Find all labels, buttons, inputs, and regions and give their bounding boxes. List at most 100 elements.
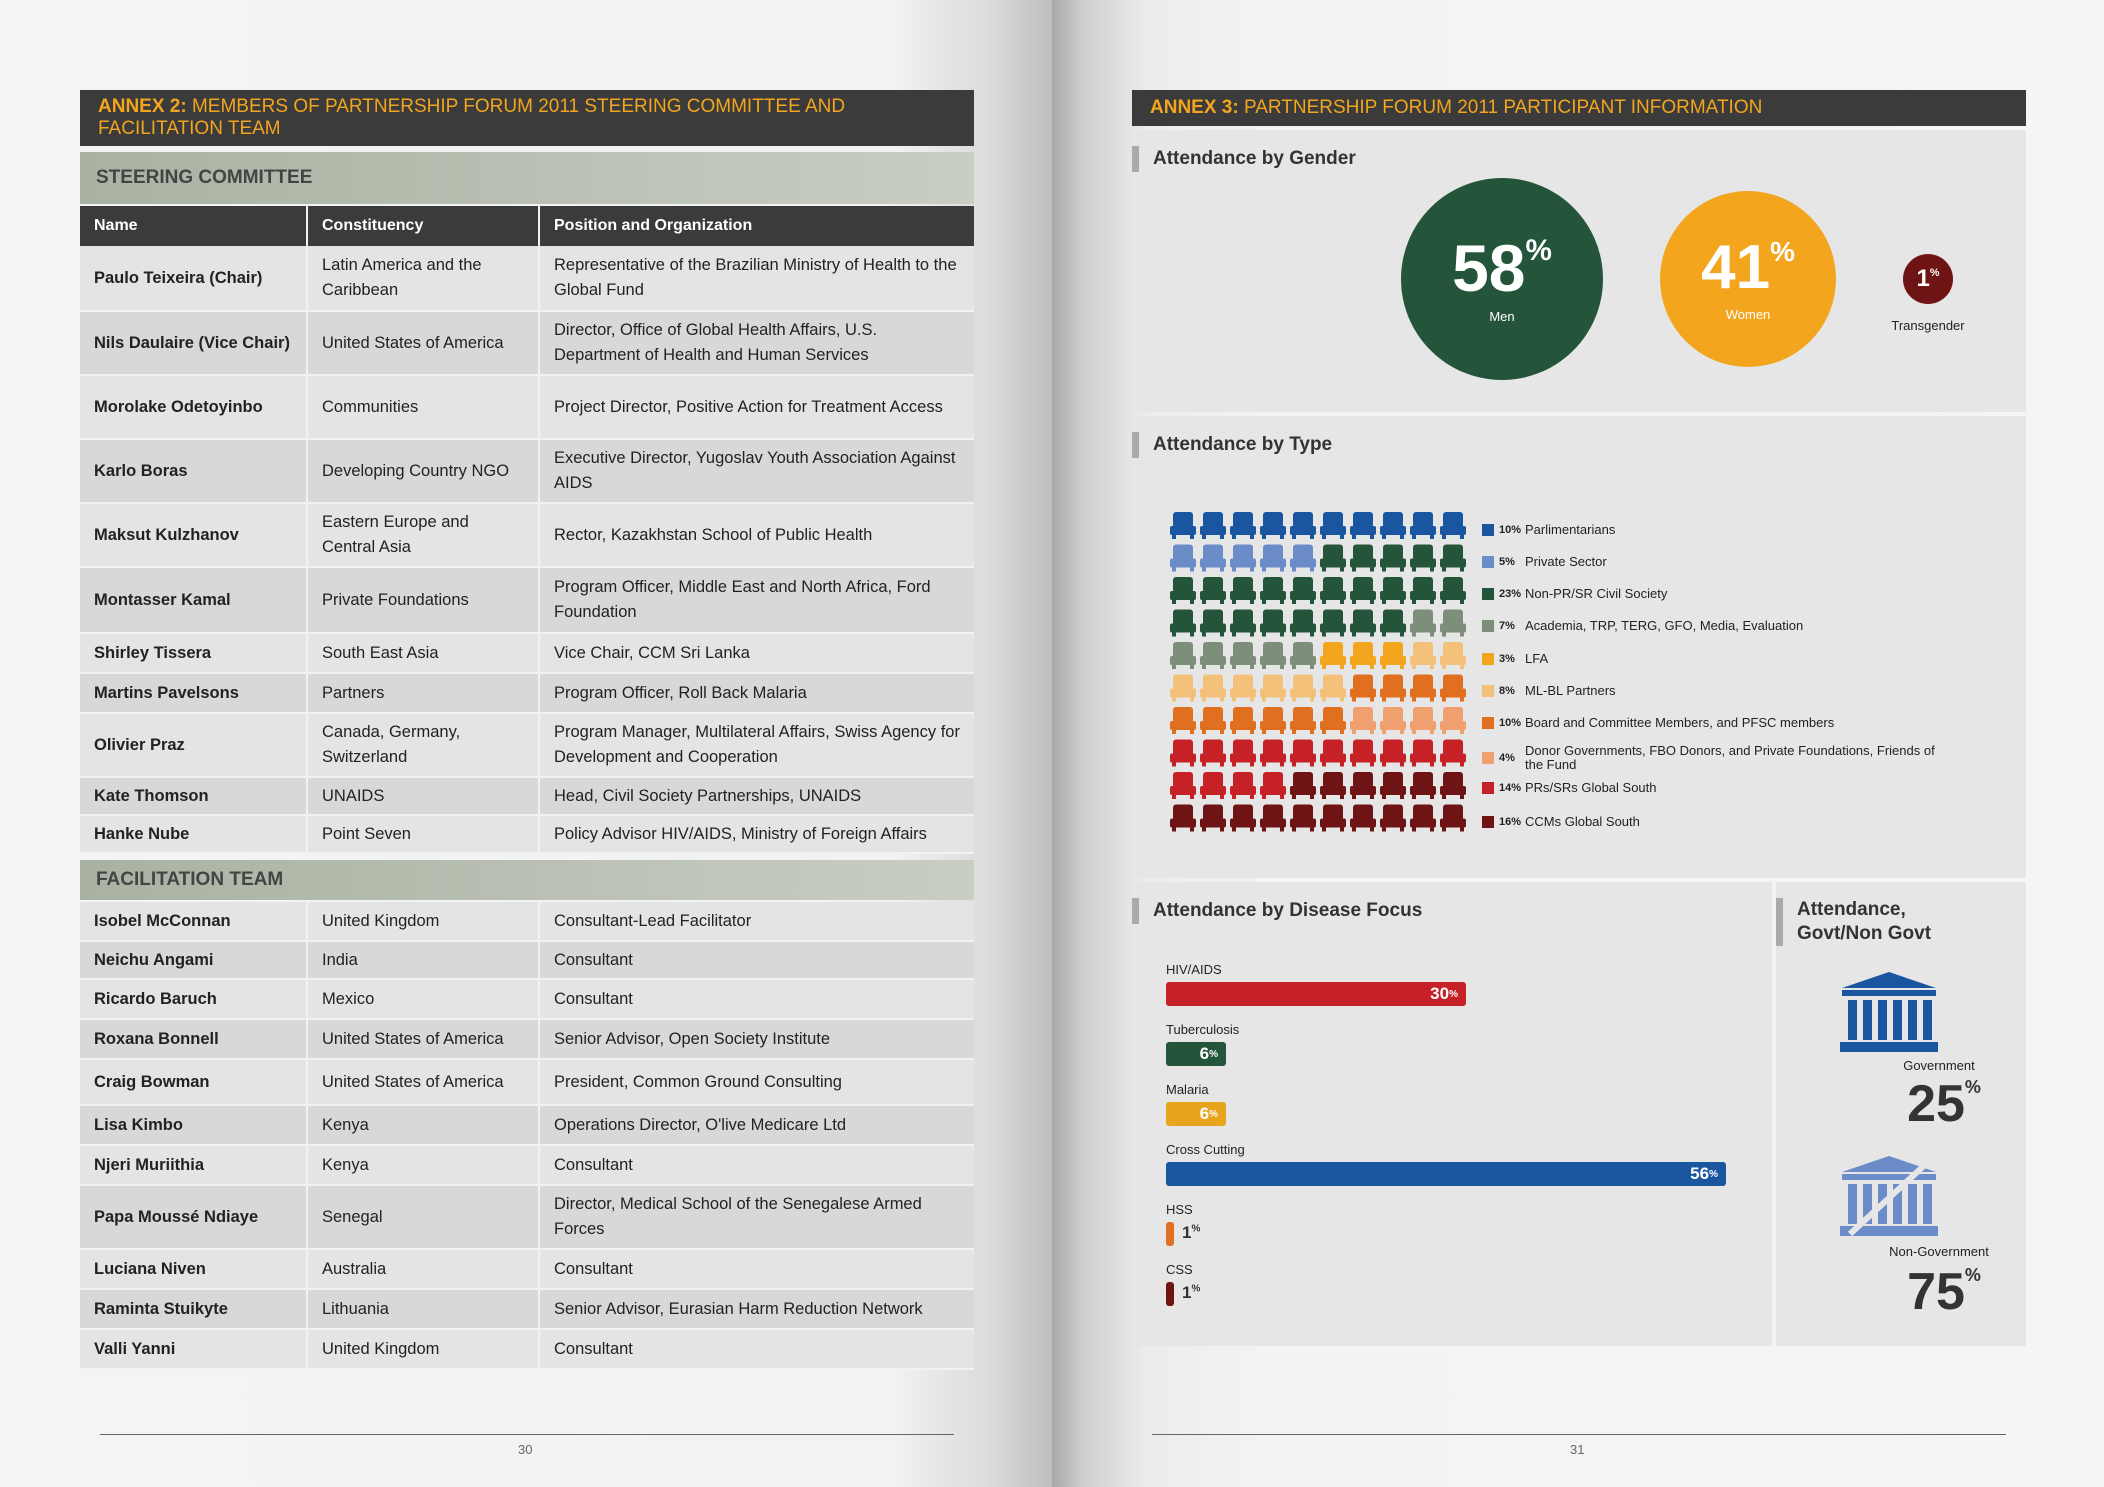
chair-mark [1200, 544, 1226, 572]
chair-mark [1200, 707, 1226, 734]
legend-item: 8% ML-BL Partners [1482, 684, 1952, 698]
chair-mark [1200, 674, 1226, 702]
member-name: Lisa Kimbo [80, 1106, 308, 1144]
chair-mark [1320, 707, 1346, 734]
table-row: Karlo Boras Developing Country NGO Executi… [80, 440, 974, 504]
member-position: President, Common Ground Consulting [540, 1060, 974, 1104]
chair-mark [1170, 739, 1196, 767]
disease-label: Cross Cutting [1166, 1142, 1245, 1157]
table-row: Raminta Stuikyte Lithuania Senior Advisor,… [80, 1290, 974, 1330]
table-row: Kate Thomson UNAIDS Head, Civil Society Pa… [80, 778, 974, 816]
chair-mark [1410, 609, 1436, 637]
chair-mark [1200, 512, 1226, 539]
legend-swatch [1482, 588, 1494, 600]
government-unit: % [1964, 1077, 1981, 1097]
disease-value: 6 [1199, 1104, 1210, 1123]
member-name: Luciana Niven [80, 1250, 308, 1288]
member-name: Roxana Bonnell [80, 1020, 308, 1058]
chair-mark [1290, 577, 1316, 604]
table-row: Isobel McConnan United Kingdom Consultant-… [80, 902, 974, 942]
chair-mark [1320, 642, 1346, 669]
member-name: Martins Pavelsons [80, 674, 308, 712]
chair-mark [1410, 804, 1436, 832]
member-position: Head, Civil Society Partnerships, UNAIDS [540, 778, 974, 814]
legend-percent: 5% [1499, 556, 1515, 568]
member-name: Karlo Boras [80, 440, 308, 502]
chair-mark [1440, 577, 1466, 604]
member-position: Policy Advisor HIV/AIDS, Ministry of For… [540, 816, 974, 852]
facilitation-team-bar: FACILITATION TEAM [80, 860, 974, 900]
chair-mark [1320, 512, 1346, 539]
annex3-title: PARTNERSHIP FORUM 2011 PARTICIPANT INFOR… [1243, 97, 1763, 118]
legend-swatch [1482, 717, 1494, 729]
women-label: Women [1725, 306, 1771, 322]
member-constituency: Canada, Germany, Switzerland [308, 714, 540, 776]
chair-mark [1440, 804, 1466, 832]
facilitation-table: Isobel McConnan United Kingdom Consultant-… [80, 902, 974, 1370]
men-value: 58 [1452, 230, 1526, 305]
non-government-building-icon [1840, 1156, 1938, 1237]
member-name: Isobel McConnan [80, 902, 308, 940]
chair-mark [1320, 772, 1346, 799]
table-row: Paulo Teixeira (Chair) Latin America and … [80, 246, 974, 312]
legend-item: 16% CCMs Global South [1482, 815, 1952, 829]
chair-mark [1170, 544, 1196, 572]
member-position: Representative of the Brazilian Ministry… [540, 246, 974, 310]
chair-mark [1230, 512, 1256, 539]
steering-committee-title: STEERING COMMITTEE [96, 167, 313, 188]
disease-label: HSS [1166, 1202, 1193, 1217]
disease-value-outside: 1% [1182, 1223, 1200, 1243]
member-constituency: United Kingdom [308, 1330, 540, 1368]
chair-mark [1380, 577, 1406, 604]
disease-bar: 6% [1166, 1102, 1226, 1126]
table-row: Neichu Angami India Consultant [80, 942, 974, 980]
chair-mark [1380, 544, 1406, 572]
disease-label: Tuberculosis [1166, 1022, 1240, 1037]
chair-mark [1170, 609, 1196, 637]
chair-mark [1350, 577, 1376, 604]
chair-mark [1410, 772, 1436, 799]
chair-mark [1230, 707, 1256, 734]
chair-mark [1410, 739, 1436, 767]
legend-swatch [1482, 653, 1494, 665]
member-name: Hanke Nube [80, 816, 308, 852]
chair-mark [1170, 512, 1196, 539]
member-position: Consultant [540, 1250, 974, 1288]
non-government-unit: % [1964, 1265, 1981, 1285]
women-value: 41 [1701, 232, 1771, 302]
member-name: Maksut Kulzhanov [80, 504, 308, 566]
govt-title-line2: Govt/Non Govt [1797, 923, 1932, 944]
chair-mark [1260, 642, 1286, 669]
chair-mark [1380, 642, 1406, 669]
govt-title-line1: Attendance, [1797, 899, 1906, 920]
chair-mark [1170, 772, 1196, 799]
transgender-label: Transgender [1891, 318, 1965, 333]
facilitation-team-title: FACILITATION TEAM [96, 869, 284, 890]
member-constituency: Kenya [308, 1146, 540, 1184]
chair-mark [1260, 512, 1286, 539]
women-unit: % [1770, 235, 1795, 267]
disease-value-outside: 1% [1182, 1283, 1200, 1303]
member-constituency: Communities [308, 376, 540, 438]
member-constituency: United States of America [308, 312, 540, 374]
men-unit: % [1525, 233, 1552, 267]
legend-percent: 7% [1499, 620, 1515, 632]
chair-mark [1380, 772, 1406, 799]
disease-unit: % [1209, 1108, 1218, 1120]
legend-swatch [1482, 685, 1494, 697]
legend-item: 10% Board and Committee Members, and PFSC… [1482, 716, 1952, 730]
chair-mark [1440, 609, 1466, 637]
member-constituency: Kenya [308, 1106, 540, 1144]
member-position: Executive Director, Yugoslav Youth Assoc… [540, 440, 974, 502]
member-constituency: Mexico [308, 980, 540, 1018]
member-constituency: United States of America [308, 1060, 540, 1104]
chair-mark [1380, 609, 1406, 637]
member-constituency: Partners [308, 674, 540, 712]
legend-swatch [1482, 752, 1494, 764]
legend-label: Parlimentarians [1525, 522, 1616, 537]
footer-line-right [1152, 1434, 2006, 1435]
table-row: Hanke Nube Point Seven Policy Advisor HIV/… [80, 816, 974, 854]
chair-mark [1410, 544, 1436, 572]
disease-panel [1132, 882, 1772, 1346]
government-building-icon [1840, 972, 1938, 1052]
